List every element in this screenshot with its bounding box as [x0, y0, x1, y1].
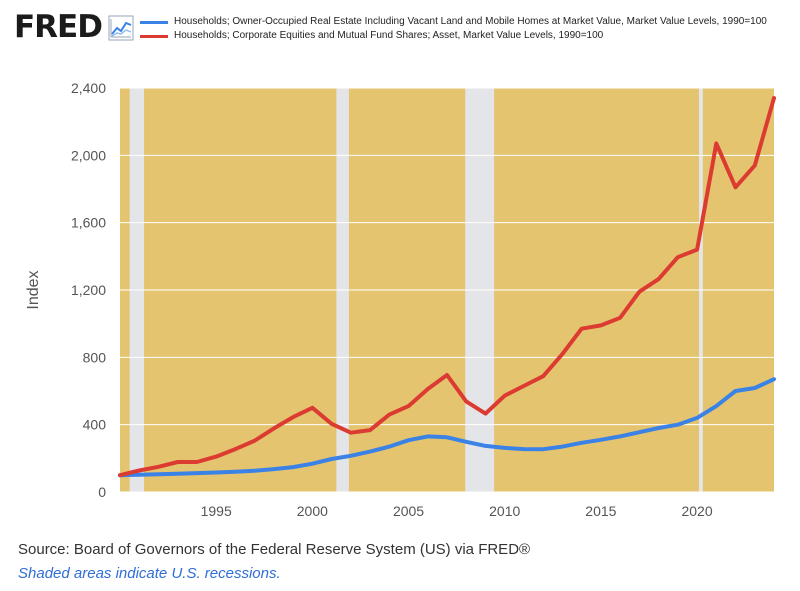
- x-tick-label: 1995: [201, 503, 232, 519]
- source-text: Source: Board of Governors of the Federa…: [18, 541, 531, 558]
- x-tick-label: 2010: [489, 503, 520, 519]
- legend-item-equities[interactable]: Households; Corporate Equities and Mutua…: [140, 30, 780, 42]
- y-tick-label: 1,200: [71, 282, 106, 298]
- fred-logo[interactable]: FRED: [14, 12, 134, 43]
- x-tick-label: 2020: [681, 503, 712, 519]
- y-axis-label: Index: [25, 270, 42, 309]
- y-tick-label: 2,000: [71, 147, 106, 163]
- series-line-equities: [118, 96, 776, 478]
- series-line-real-estate: [118, 377, 776, 478]
- y-tick-label: 800: [83, 349, 107, 365]
- y-tick-label: 1,600: [71, 215, 106, 231]
- legend-item-real-estate[interactable]: Households; Owner-Occupied Real Estate I…: [140, 16, 780, 28]
- recession-note: Shaded areas indicate U.S. recessions.: [18, 565, 281, 582]
- legend-swatch-red: [140, 35, 168, 38]
- chart-legend: Households; Owner-Occupied Real Estate I…: [140, 16, 780, 44]
- y-tick-label: 0: [98, 484, 106, 500]
- x-tick-label: 2015: [585, 503, 616, 519]
- legend-swatch-blue: [140, 21, 168, 24]
- legend-label-real-estate: Households; Owner-Occupied Real Estate I…: [174, 16, 767, 27]
- legend-label-equities: Households; Corporate Equities and Mutua…: [174, 30, 604, 41]
- x-tick-label: 2000: [297, 503, 328, 519]
- y-tick-label: 400: [83, 417, 107, 433]
- x-tick-label: 2005: [393, 503, 424, 519]
- chart-line-icon: [108, 15, 134, 40]
- y-tick-label: 2,400: [71, 80, 106, 96]
- chart-plot: 0 400 800 1,200 1,600 2,000 2,400 1995 2000 2005 2…: [25, 80, 776, 519]
- fred-logo-text: FRED: [14, 9, 103, 45]
